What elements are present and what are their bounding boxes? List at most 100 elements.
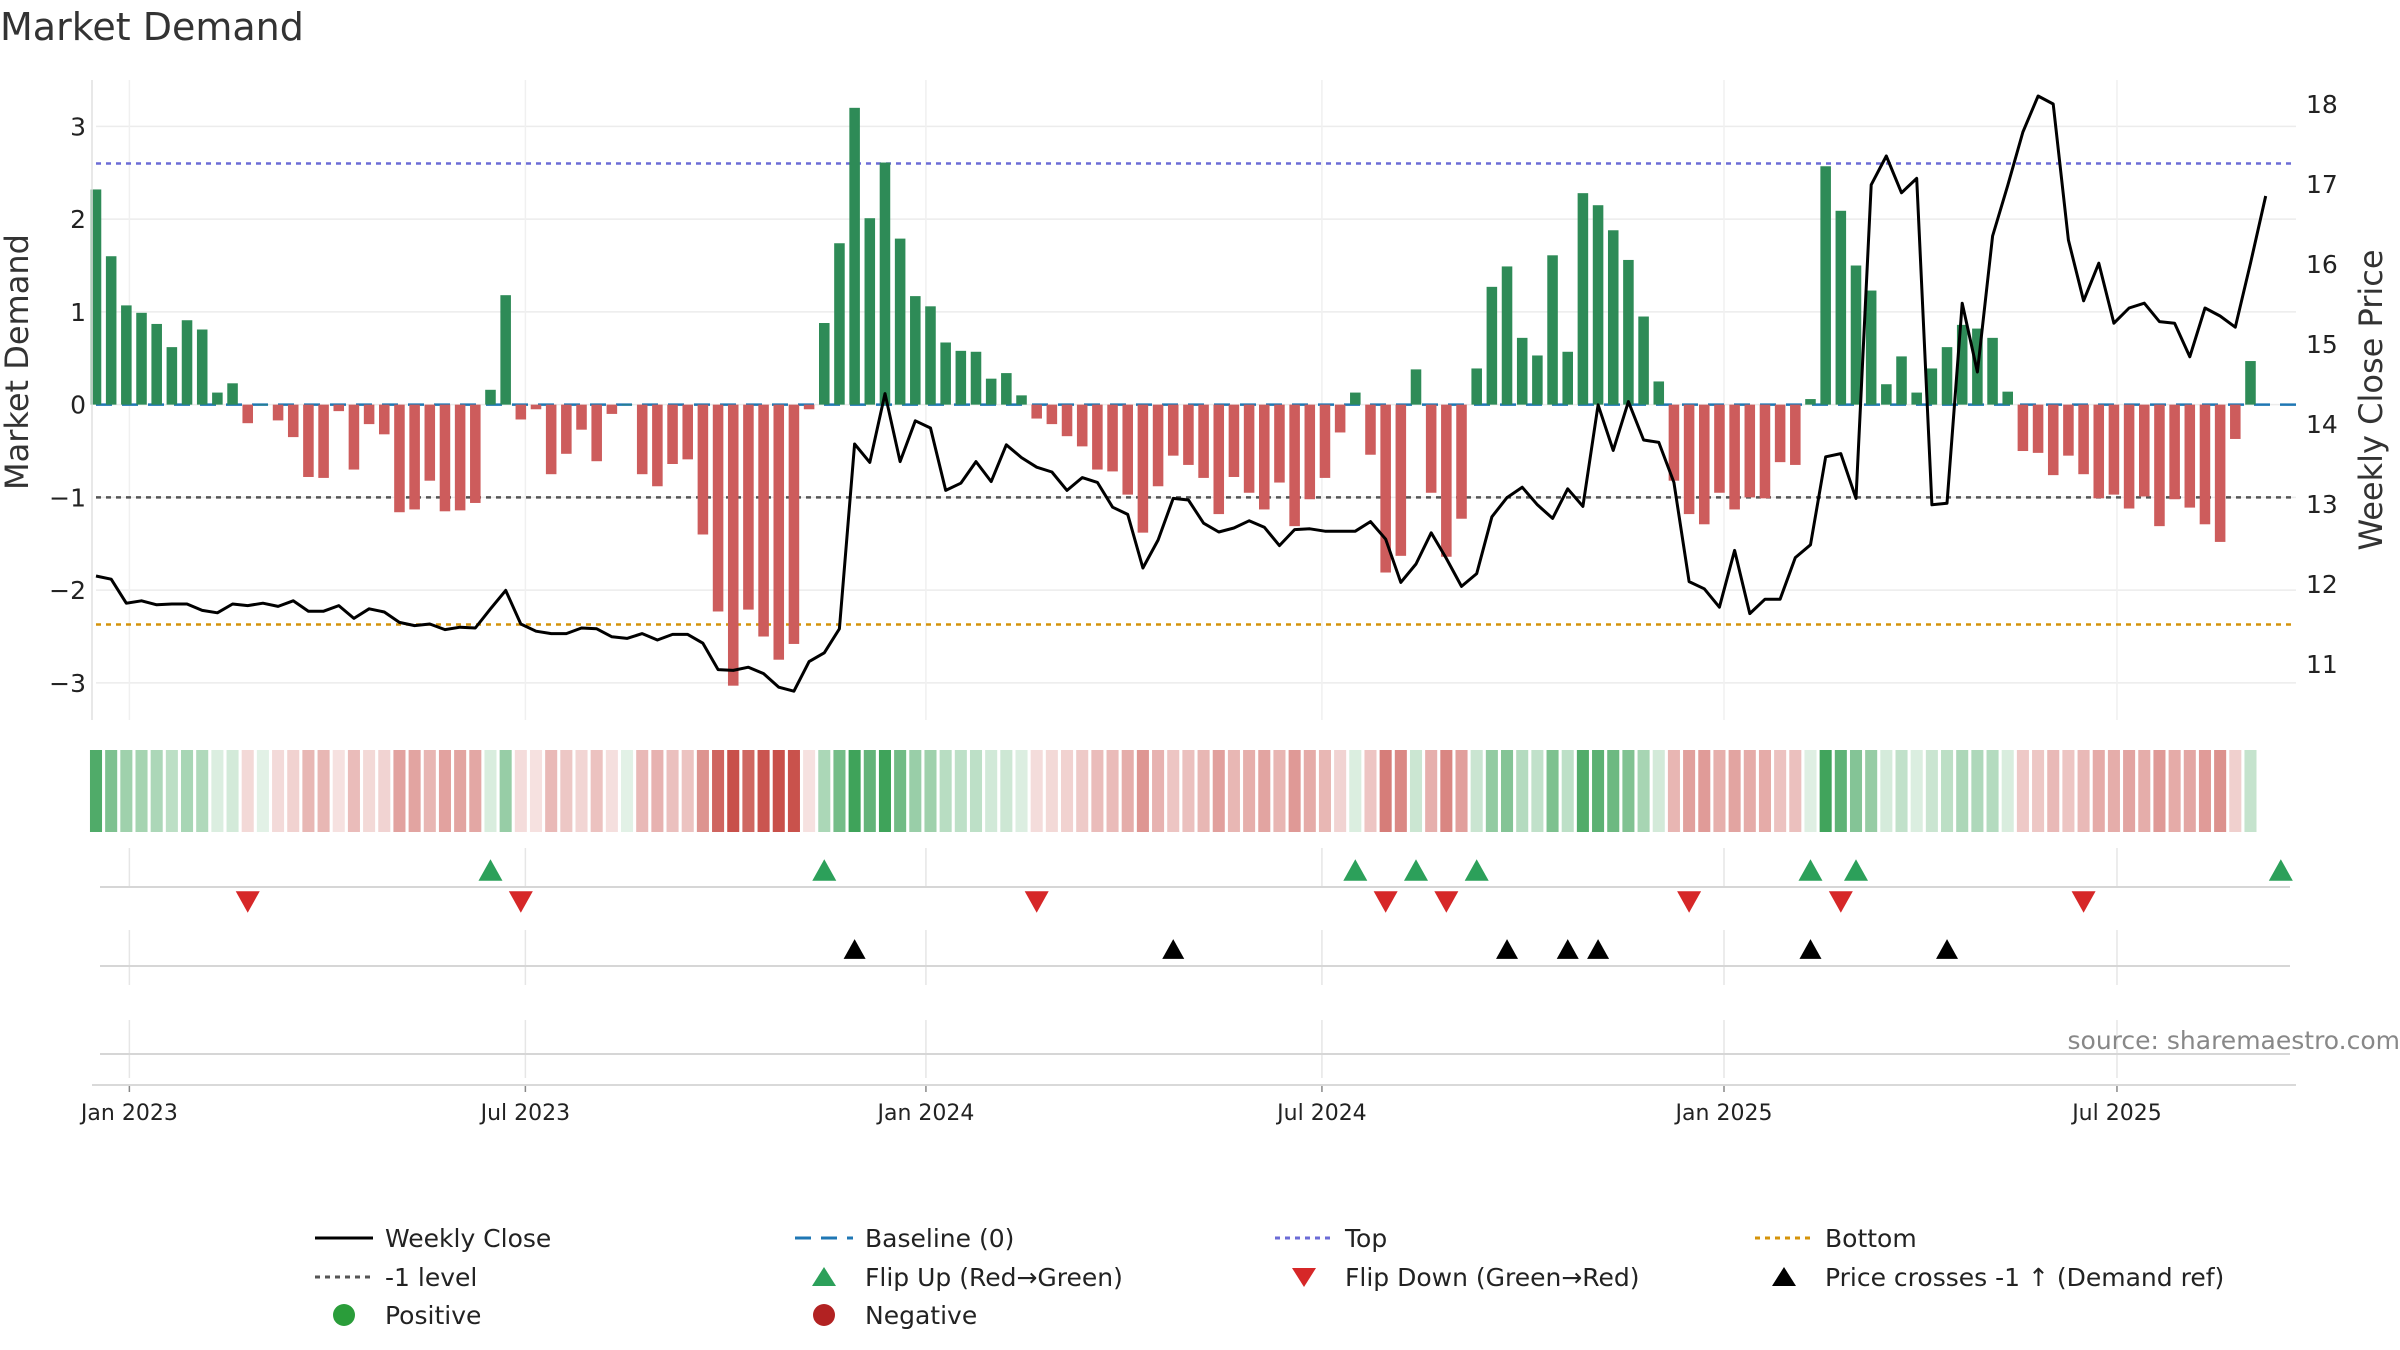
demand-bar [2184, 404, 2196, 508]
demand-bar [1820, 166, 1831, 405]
heat-cell [590, 750, 603, 832]
demand-bar [561, 404, 572, 454]
heat-cell [1243, 750, 1256, 832]
heat-cell [1076, 750, 1089, 832]
heat-cell [1561, 750, 1574, 832]
heat-cell [529, 750, 543, 832]
y2-tick-label: 17 [2306, 170, 2338, 199]
heat-cell [681, 750, 694, 832]
heat-cell [985, 750, 998, 832]
legend-swatch-dot [813, 1304, 835, 1326]
heat-cell [1288, 750, 1301, 832]
demand-bar [121, 305, 132, 405]
demand-bar [636, 404, 648, 475]
heat-cell [1865, 750, 1878, 832]
demand-bar [1001, 373, 1012, 405]
x-tick-label: Jul 2023 [479, 1101, 571, 1126]
demand-bar [1304, 404, 1316, 500]
demand-bar [1607, 230, 1619, 405]
demand-heat-strip [89, 750, 2257, 832]
heat-cell [2123, 750, 2136, 832]
demand-bar [2154, 404, 2165, 527]
legend-label: Top [1344, 1224, 1387, 1253]
heat-cell [1637, 750, 1650, 832]
heat-cell [727, 750, 740, 832]
y2-tick-label: 14 [2306, 410, 2338, 439]
demand-bar [1592, 205, 1604, 405]
demand-bar [287, 404, 299, 438]
legend-swatch-triangle-up [1772, 1267, 1796, 1286]
y-tick-label: 2 [70, 205, 86, 234]
demand-bar [166, 347, 178, 405]
demand-bar [925, 306, 936, 405]
demand-bar [136, 312, 147, 405]
heat-cell [1485, 750, 1498, 832]
heat-cell [317, 750, 330, 832]
heat-cell [1607, 750, 1620, 832]
heat-cell [2077, 750, 2090, 832]
demand-bar [1016, 395, 1027, 405]
price-cross-marker [1496, 939, 1519, 959]
y-tick-label: −1 [49, 483, 86, 512]
heat-cell [393, 750, 406, 832]
heat-cell [2229, 750, 2242, 832]
price-cross-marker [1936, 939, 1959, 959]
demand-bar [1380, 404, 1391, 573]
y2-tick-label: 13 [2306, 490, 2338, 519]
heat-cell [772, 750, 785, 832]
demand-bar [1699, 404, 1710, 525]
demand-bar [1774, 404, 1786, 463]
heat-cell [1106, 750, 1119, 832]
legend-label: Flip Up (Red→Green) [865, 1263, 1123, 1292]
demand-bar [1835, 210, 1847, 405]
demand-bar [242, 404, 253, 424]
demand-bar [712, 404, 724, 612]
heat-cell [165, 750, 178, 832]
demand-bar [697, 404, 709, 535]
y2-tick-label: 12 [2306, 570, 2338, 599]
heat-cell [666, 750, 679, 832]
demand-bar [2199, 404, 2211, 525]
demand-bar [667, 404, 678, 464]
demand-bar [1061, 404, 1073, 437]
heat-cell [1303, 750, 1316, 832]
heat-cell [848, 750, 861, 832]
demand-bar [1532, 355, 1543, 405]
legend-label: -1 level [385, 1263, 477, 1292]
heat-cell [1774, 750, 1787, 832]
demand-bar [1987, 337, 1998, 405]
flip-up-marker [812, 859, 837, 881]
heat-cell [1425, 750, 1438, 832]
demand-bar [2214, 404, 2226, 542]
demand-bar [1319, 404, 1331, 478]
heat-cell [621, 750, 634, 832]
source-label: source: sharemaestro.com [2068, 1026, 2400, 1055]
demand-bar [1183, 404, 1194, 465]
y2-tick-label: 18 [2306, 90, 2338, 119]
y2-axis-label: Weekly Close Price [2352, 249, 2390, 550]
heat-cell [181, 750, 194, 832]
flip-up-marker [1343, 859, 1368, 881]
heat-cell [1379, 750, 1392, 832]
y-tick-label: 3 [70, 112, 86, 141]
demand-bar [1092, 404, 1103, 470]
demand-bar [1334, 404, 1346, 433]
heat-cell [1804, 750, 1817, 832]
demand-bar [1926, 368, 1938, 405]
demand-bar [1471, 368, 1482, 405]
heat-cell [1045, 750, 1058, 832]
heat-cell [636, 750, 649, 832]
heat-cell [1698, 750, 1711, 832]
heat-cell [514, 750, 527, 832]
heat-cell [378, 750, 391, 832]
flip-up-marker [1404, 859, 1428, 881]
price-cross-marker [843, 939, 866, 959]
demand-bar [1274, 404, 1285, 483]
demand-bar [485, 389, 496, 405]
demand-bar [1941, 347, 1953, 405]
heat-cell [2183, 750, 2196, 832]
y2-tick-label: 11 [2306, 650, 2338, 679]
heat-cell [1349, 750, 1362, 832]
demand-bar [910, 296, 921, 405]
